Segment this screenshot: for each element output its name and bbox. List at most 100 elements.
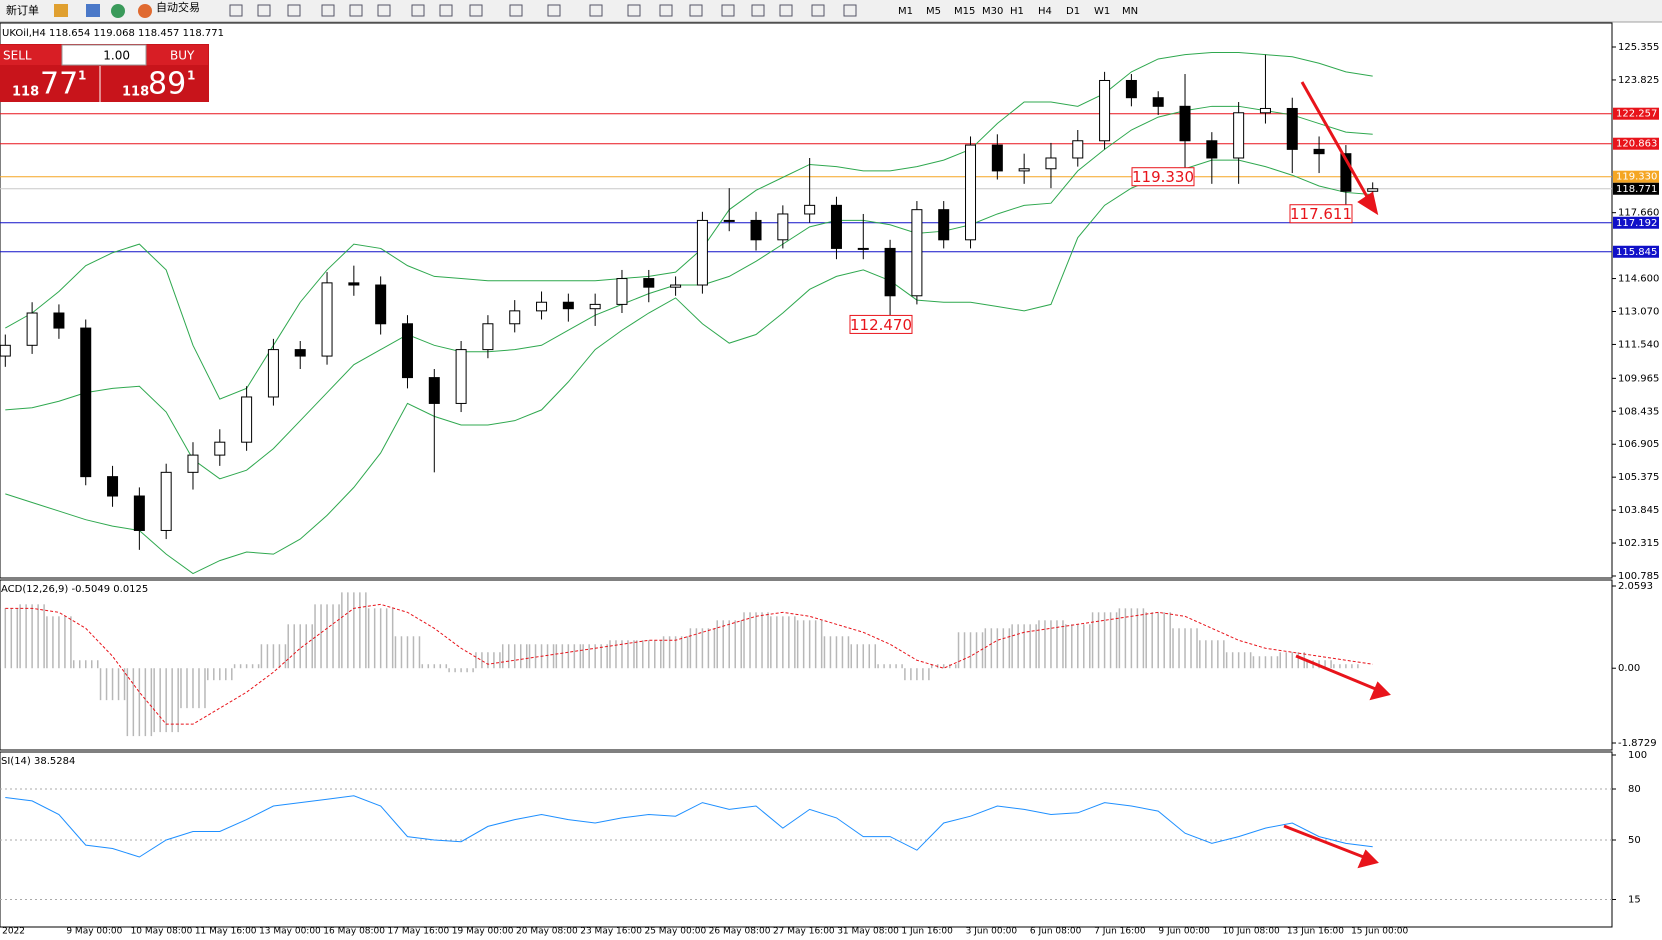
candle-body xyxy=(562,301,574,310)
candle-body xyxy=(750,219,762,241)
tool-icon[interactable] xyxy=(547,4,561,17)
timeframe[interactable]: M30 xyxy=(982,6,1003,17)
candle-body xyxy=(1125,79,1137,99)
x-tick-label: 23 May 16:00 xyxy=(580,927,642,937)
candle-body xyxy=(187,454,199,473)
tool-icon[interactable] xyxy=(627,4,641,17)
timeframe[interactable]: D1 xyxy=(1066,6,1080,17)
tool-icon[interactable] xyxy=(509,4,523,17)
tool-icon[interactable] xyxy=(659,4,673,17)
candle-body xyxy=(1099,79,1111,142)
tool-icon[interactable] xyxy=(843,4,857,17)
candle-body xyxy=(1206,140,1218,159)
price-tag-label: 117.192 xyxy=(1616,218,1657,229)
x-tick-label: 31 May 08:00 xyxy=(837,927,899,937)
tool-icon[interactable] xyxy=(469,4,483,17)
new-order[interactable]: 新订单 xyxy=(6,3,39,17)
x-tick-label: 13 May 00:00 xyxy=(259,927,321,937)
timeframe[interactable]: M1 xyxy=(898,6,913,17)
y-tick-label: 50 xyxy=(1628,835,1641,846)
annotation: 117.611 xyxy=(1290,205,1352,223)
tool-icon[interactable] xyxy=(439,4,453,17)
x-tick-label: 17 May 16:00 xyxy=(388,927,450,937)
candle-body xyxy=(1367,188,1379,192)
auto-trading[interactable]: 自动交易 xyxy=(156,0,200,14)
timeframe[interactable]: W1 xyxy=(1094,6,1110,17)
buy[interactable]: BUY xyxy=(170,49,195,63)
annotation: 112.470 xyxy=(850,316,912,334)
trade-panel: SELL BUY 1.00 118 77 1 118 89 1 xyxy=(0,44,209,102)
arrow-head xyxy=(1369,681,1391,701)
x-tick-label: 25 May 00:00 xyxy=(644,927,706,937)
tool-icon[interactable] xyxy=(779,4,793,17)
price-tag xyxy=(1613,107,1659,120)
candle-body xyxy=(107,476,119,497)
sell-big[interactable]: 118 xyxy=(12,85,39,100)
y-tick-label: 105.375 xyxy=(1618,472,1659,483)
tool-icon[interactable] xyxy=(811,4,825,17)
candle-body xyxy=(133,495,145,531)
candle-body xyxy=(455,349,467,404)
y-tick-label: 125.355 xyxy=(1618,42,1659,53)
candle-body xyxy=(884,247,896,297)
lot-input[interactable] xyxy=(61,44,147,66)
icon[interactable] xyxy=(111,4,125,18)
sell-button[interactable] xyxy=(0,45,62,65)
timeframe[interactable]: H1 xyxy=(1010,6,1024,17)
sell[interactable]: SELL xyxy=(3,49,32,63)
candle-body xyxy=(589,303,601,310)
sell-small[interactable]: 1 xyxy=(78,69,86,83)
tool-icon[interactable] xyxy=(377,4,391,17)
candle-body xyxy=(214,441,226,456)
arrow xyxy=(1283,824,1367,860)
buy-button[interactable] xyxy=(146,45,208,65)
candle-body xyxy=(1313,148,1325,155)
timeframe[interactable]: MN xyxy=(1122,6,1138,17)
y-tick-label: 111.540 xyxy=(1618,339,1659,350)
candle-body xyxy=(643,278,655,288)
band-upper xyxy=(5,51,1373,400)
candle-body xyxy=(26,312,38,346)
timeframe[interactable]: M15 xyxy=(954,6,975,17)
timeframe[interactable]: H4 xyxy=(1038,6,1052,17)
candle-body xyxy=(1018,168,1030,172)
candle-body xyxy=(267,349,279,398)
candle-body xyxy=(670,284,682,288)
tool-icon[interactable] xyxy=(229,4,243,17)
tool-icon[interactable] xyxy=(257,4,271,17)
y-tick-label: 100.785 xyxy=(1618,571,1659,582)
x-tick-label: 26 May 08:00 xyxy=(709,927,771,937)
tool-icon[interactable] xyxy=(321,4,335,17)
candle-body xyxy=(965,144,977,241)
price-tag-label: 119.330 xyxy=(1616,172,1657,183)
x-tick-label: 15 Jun 00:00 xyxy=(1351,927,1408,937)
tool-icon[interactable] xyxy=(411,4,425,17)
tool-icon[interactable] xyxy=(751,4,765,17)
tool-icon[interactable] xyxy=(589,4,603,17)
candle-body xyxy=(401,323,413,379)
buy-big[interactable]: 118 xyxy=(122,85,149,100)
buy-digits[interactable]: 89 xyxy=(148,67,186,102)
x-tick-label: 10 Jun 08:00 xyxy=(1223,927,1280,937)
icon[interactable] xyxy=(86,4,100,17)
x-tick-label: 9 Jun 00:00 xyxy=(1158,927,1210,937)
sell-digits[interactable]: 77 xyxy=(40,67,78,102)
arrow-head xyxy=(1357,191,1379,216)
timeframe[interactable]: M5 xyxy=(926,6,941,17)
candle-body xyxy=(857,247,869,250)
candle-body xyxy=(375,284,387,325)
buy-small[interactable]: 1 xyxy=(187,69,195,83)
candle-body xyxy=(321,282,333,357)
candle-body xyxy=(991,144,1003,172)
y-tick-label: 123.825 xyxy=(1618,75,1659,86)
y-tick-label: 117.660 xyxy=(1618,208,1659,219)
lot[interactable]: 1.00 xyxy=(103,49,130,63)
tool-icon[interactable] xyxy=(349,4,363,17)
icon[interactable] xyxy=(54,4,68,17)
tool-icon[interactable] xyxy=(721,4,735,17)
icon[interactable] xyxy=(138,4,152,18)
x-tick-label: 7 Jun 16:00 xyxy=(1094,927,1146,937)
tool-icon[interactable] xyxy=(689,4,703,17)
tool-icon[interactable] xyxy=(287,4,301,17)
